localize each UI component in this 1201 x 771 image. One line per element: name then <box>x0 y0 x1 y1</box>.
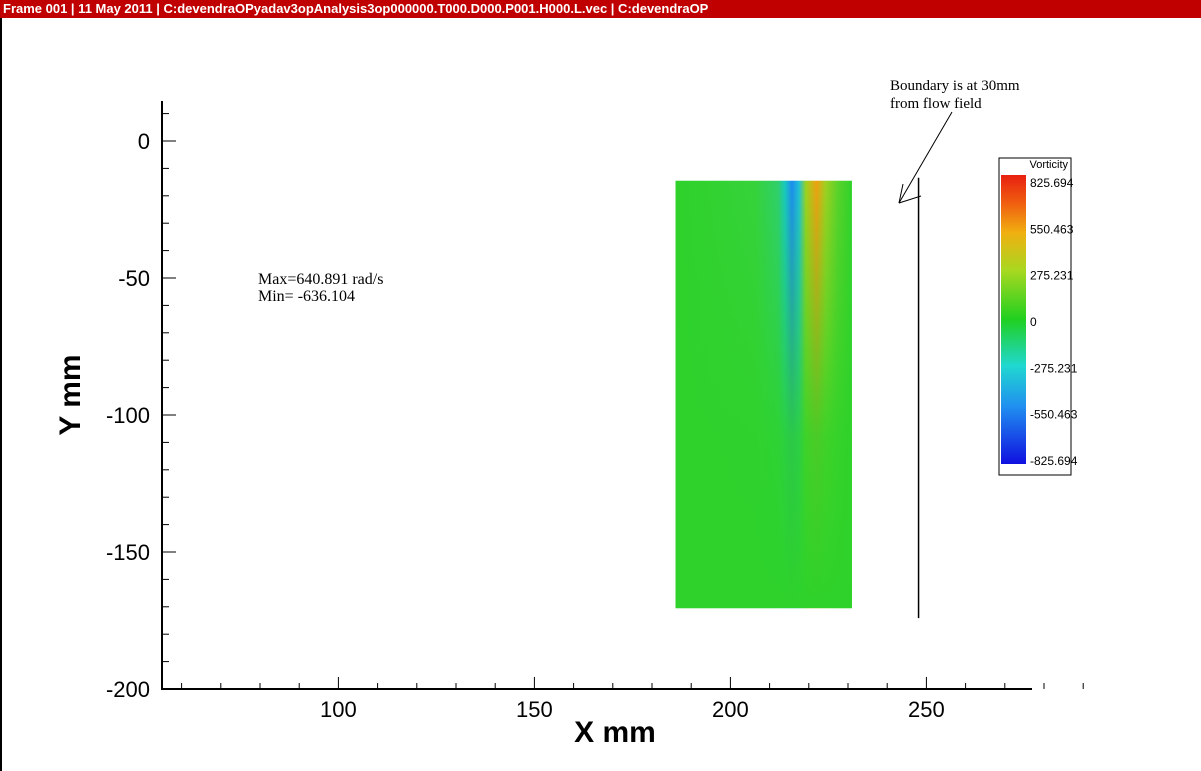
x-axis-title: X mm <box>574 716 656 749</box>
y-tick-label: -50 <box>118 266 150 291</box>
boundary-note-line1: Boundary is at 30mm <box>890 78 1020 94</box>
x-tick-label: 100 <box>320 697 357 722</box>
colorbar-label: -550.463 <box>1030 408 1078 422</box>
x-tick-label: 200 <box>712 697 749 722</box>
window-title-bar: Frame 001 | 11 May 2011 | C:devendraOPya… <box>0 0 1201 18</box>
frame-left-border <box>0 18 2 771</box>
vorticity-field <box>675 180 852 609</box>
x-tick-label: 150 <box>516 697 553 722</box>
colorbar-gradient-bar <box>1001 175 1026 464</box>
x-axis-ticks: 100 150 200 250 <box>181 677 1084 722</box>
boundary-note-line2: from flow field <box>890 96 982 112</box>
colorbar-label: 825.694 <box>1030 176 1074 190</box>
min-vorticity-text: Min= -636.104 <box>258 288 355 305</box>
y-tick-label: -200 <box>106 677 150 702</box>
colorbar-labels: 825.694 550.463 275.231 0 -275.231 -550.463 -8… <box>1030 176 1078 468</box>
x-tick-label: 250 <box>908 697 945 722</box>
colorbar-title: Vorticity <box>1029 159 1068 171</box>
y-tick-label: -100 <box>106 403 150 428</box>
boundary-arrow <box>898 111 953 204</box>
colorbar-label: 275.231 <box>1030 269 1074 283</box>
colorbar-label: -825.694 <box>1030 454 1078 468</box>
y-tick-label: 0 <box>138 129 150 154</box>
max-vorticity-text: Max=640.891 rad/s <box>258 271 383 288</box>
colorbar-label: 0 <box>1030 315 1037 329</box>
vorticity-field-fade <box>675 180 852 609</box>
y-tick-label: -150 <box>106 540 150 565</box>
window-title: Frame 001 | 11 May 2011 | C:devendraOPya… <box>3 1 709 16</box>
y-axis-title: Y mm <box>54 354 87 435</box>
colorbar-label: -275.231 <box>1030 361 1078 375</box>
y-axis-ticks: 0 -50 -100 -150 -200 <box>106 113 176 702</box>
colorbar-label: 550.463 <box>1030 222 1074 236</box>
colorbar-legend: Vorticity 825.694 550.463 275.231 0 -275.231… <box>998 157 1078 476</box>
